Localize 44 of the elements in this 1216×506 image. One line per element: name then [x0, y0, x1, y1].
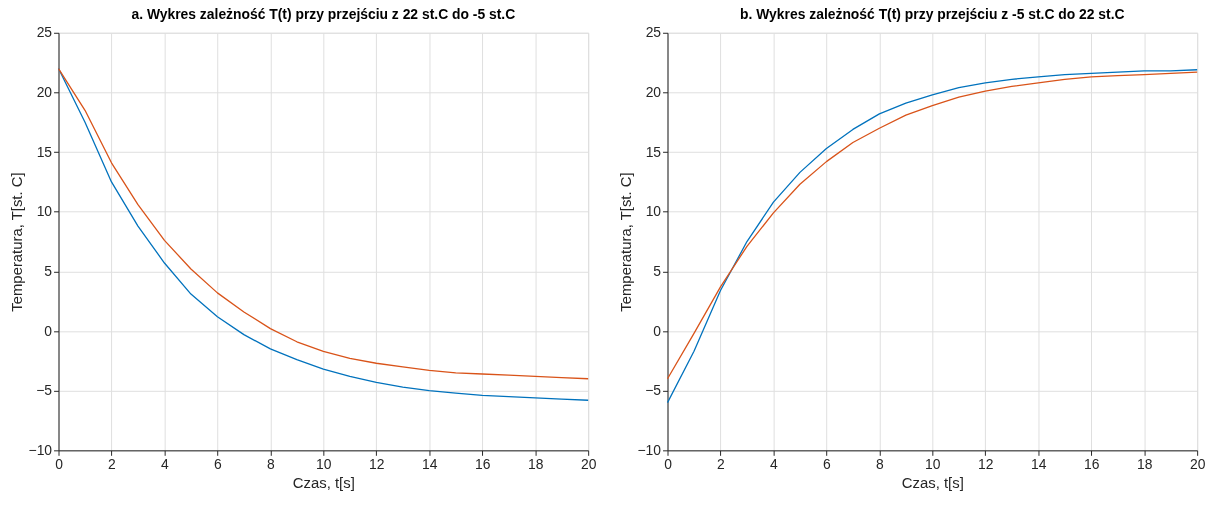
x-tick-label: 16: [1084, 455, 1100, 472]
x-tick-label: 6: [823, 455, 832, 472]
y-tick-label: 20: [645, 83, 662, 100]
x-tick-label: 16: [475, 455, 491, 472]
y-tick-label: 5: [653, 262, 662, 279]
y-tick-label: −10: [28, 441, 53, 458]
y-axis-title: Temperatura, T[st. C]: [8, 172, 25, 312]
y-tick-label: −5: [645, 382, 662, 399]
x-tick-label: 12: [369, 455, 385, 472]
chart-title: b. Wykres zależność T(t) przy przejściu z -5 st.C do 22 st.C: [740, 5, 1125, 22]
y-tick-label: 0: [44, 322, 53, 339]
x-axis-title: Czas, t[s]: [292, 474, 355, 491]
y-tick-label: 25: [36, 24, 53, 41]
x-tick-label: 2: [717, 455, 726, 472]
y-tick-label: 15: [36, 143, 53, 160]
x-tick-label: 20: [1189, 455, 1206, 472]
y-tick-label: 25: [645, 24, 662, 41]
y-tick-label: 20: [36, 83, 53, 100]
x-tick-label: 10: [316, 455, 332, 472]
y-axis-title: Temperatura, T[st. C]: [617, 172, 634, 312]
y-tick-label: 10: [645, 203, 662, 220]
x-tick-label: 12: [978, 455, 994, 472]
x-axis-title: Czas, t[s]: [901, 474, 964, 491]
y-tick-label: 15: [645, 143, 662, 160]
x-tick-label: 4: [161, 455, 170, 472]
x-tick-label: 8: [876, 455, 884, 472]
x-tick-label: 20: [580, 455, 597, 472]
y-tick-label: −5: [36, 382, 53, 399]
x-tick-label: 0: [55, 455, 64, 472]
x-tick-label: 14: [422, 455, 438, 472]
y-tick-label: −10: [637, 441, 662, 458]
x-tick-label: 14: [1031, 455, 1047, 472]
x-tick-label: 18: [527, 455, 544, 472]
y-tick-label: 5: [44, 262, 53, 279]
x-tick-label: 6: [214, 455, 223, 472]
x-tick-label: 10: [925, 455, 941, 472]
chart-title: a. Wykres zależność T(t) przy przejściu z 22 st.C do -5 st.C: [131, 5, 516, 22]
y-tick-label: 10: [36, 203, 53, 220]
x-tick-label: 8: [267, 455, 276, 472]
x-tick-label: 18: [1136, 455, 1153, 472]
y-tick-label: 0: [653, 322, 662, 339]
x-tick-label: 0: [664, 455, 673, 472]
x-tick-label: 4: [770, 455, 779, 472]
x-tick-label: 2: [108, 455, 117, 472]
